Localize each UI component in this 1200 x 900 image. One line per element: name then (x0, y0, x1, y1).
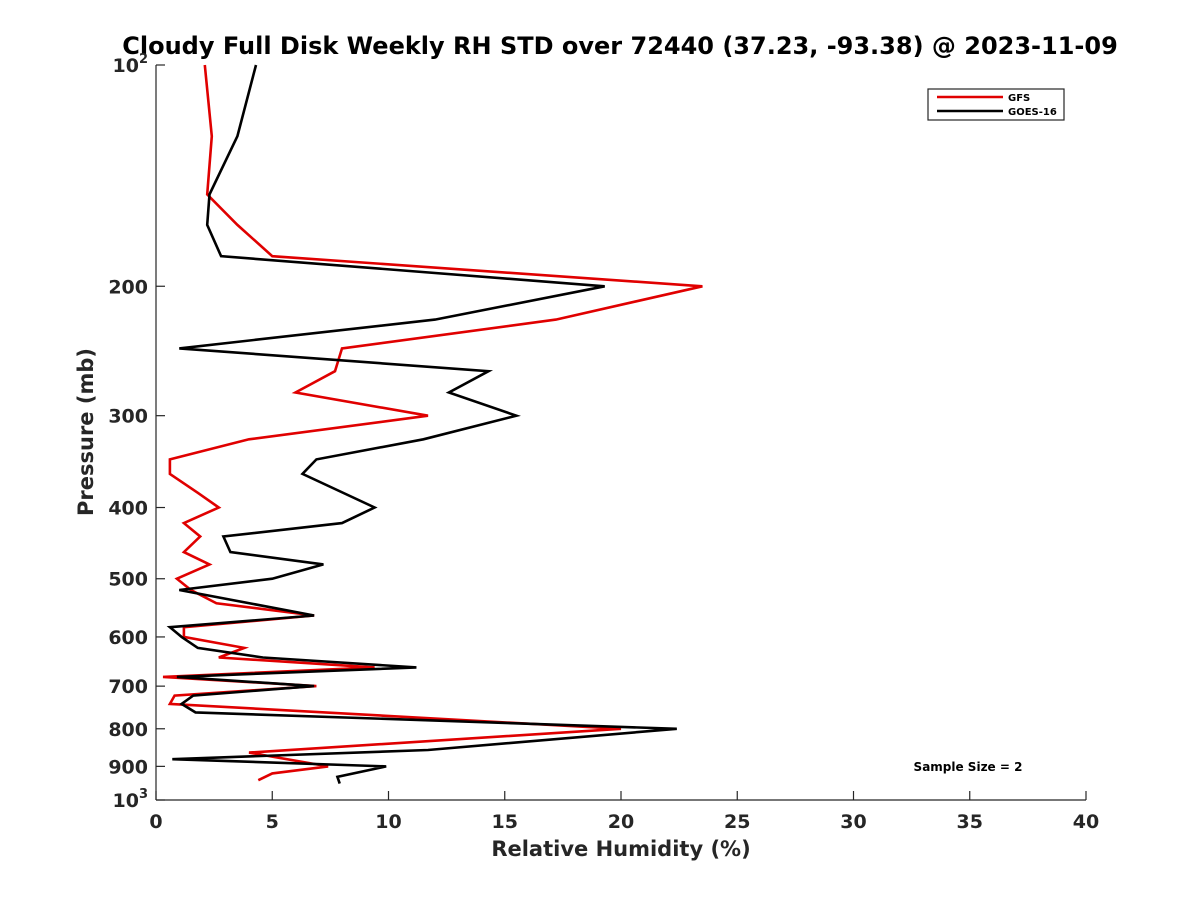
series-line-gfs (162, 64, 703, 782)
y-tick-label: 600 (108, 627, 148, 649)
y-tick-label: 300 (108, 406, 148, 428)
y-tick-label: 200 (108, 276, 148, 298)
y-tick-label: 900 (108, 756, 148, 778)
y-tick-label: 400 (108, 498, 148, 520)
x-tick-label: 20 (608, 811, 634, 833)
y-tick-label: 103 (113, 787, 149, 812)
x-tick-label: 10 (375, 811, 401, 833)
series-lines (162, 64, 703, 785)
legend-label-gfs: GFS (1008, 93, 1030, 104)
sample-size-note: Sample Size = 2 (914, 760, 1023, 774)
x-tick-label: 25 (724, 811, 750, 833)
legend-label-goes-16: GOES-16 (1008, 107, 1057, 118)
legend: GFS GOES-16 (927, 88, 1065, 121)
x-tick-label: 40 (1073, 811, 1099, 833)
x-tick-label: 15 (492, 811, 518, 833)
x-tick-label: 35 (957, 811, 983, 833)
x-tick-label: 30 (840, 811, 866, 833)
y-tick-label: 800 (108, 719, 148, 741)
x-tick-label: 5 (266, 811, 279, 833)
x-tick-label: 0 (149, 811, 162, 833)
chart-title: Cloudy Full Disk Weekly RH STD over 7244… (122, 32, 1118, 60)
y-tick-label: 500 (108, 569, 148, 591)
series-line-goes-16 (166, 64, 677, 785)
plot-area: 0 5 10 15 20 25 30 35 40 102 200 300 400 500 600 700 80… (108, 52, 1099, 833)
x-axis-label: Relative Humidity (%) (491, 837, 750, 861)
y-tick-label: 700 (108, 676, 148, 698)
y-axis-label: Pressure (mb) (74, 348, 98, 516)
y-ticks: 102 200 300 400 500 600 700 800 900 103 (108, 52, 165, 812)
legend-box (927, 88, 1065, 121)
x-ticks: 0 5 10 15 20 25 30 35 40 (149, 791, 1099, 833)
y-tick-label: 102 (113, 52, 149, 77)
